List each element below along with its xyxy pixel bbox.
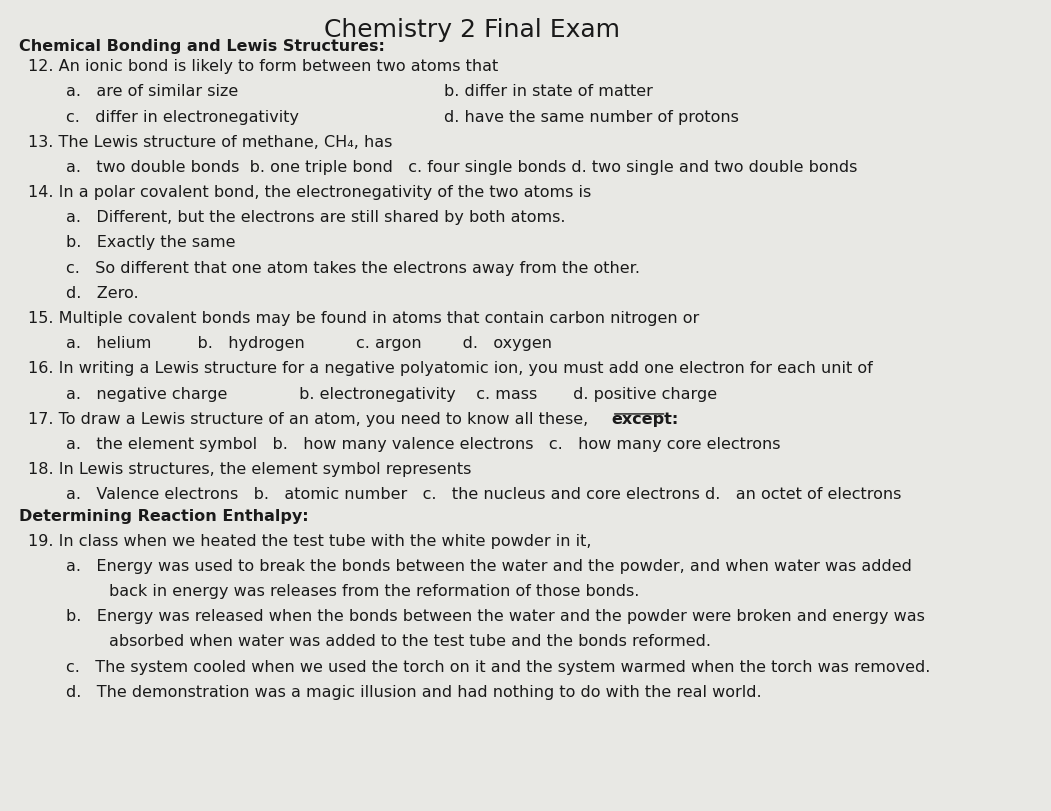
Text: d.   Zero.: d. Zero. [66, 285, 139, 300]
Text: 15. Multiple covalent bonds may be found in atoms that contain carbon nitrogen o: 15. Multiple covalent bonds may be found… [28, 311, 700, 325]
Text: Determining Reaction Enthalpy:: Determining Reaction Enthalpy: [19, 508, 309, 523]
Text: 14. In a polar covalent bond, the electronegativity of the two atoms is: 14. In a polar covalent bond, the electr… [28, 185, 592, 200]
Text: 17. To draw a Lewis structure of an atom, you need to know all these,: 17. To draw a Lewis structure of an atom… [28, 411, 594, 426]
Text: d.   The demonstration was a magic illusion and had nothing to do with the real : d. The demonstration was a magic illusio… [66, 684, 762, 699]
Text: back in energy was releases from the reformation of those bonds.: back in energy was releases from the ref… [108, 583, 639, 599]
Text: d. have the same number of protons: d. have the same number of protons [444, 109, 739, 124]
Text: b. differ in state of matter: b. differ in state of matter [444, 84, 653, 99]
Text: 19. In class when we heated the test tube with the white powder in it,: 19. In class when we heated the test tub… [28, 533, 592, 548]
Text: a.   the element symbol   b.   how many valence electrons   c.   how many core e: a. the element symbol b. how many valenc… [66, 436, 781, 451]
Text: b.   Exactly the same: b. Exactly the same [66, 235, 235, 250]
Text: except:: except: [612, 411, 679, 426]
Text: 16. In writing a Lewis structure for a negative polyatomic ion, you must add one: 16. In writing a Lewis structure for a n… [28, 361, 873, 375]
Text: a.   Energy was used to break the bonds between the water and the powder, and wh: a. Energy was used to break the bonds be… [66, 558, 912, 573]
Text: a.   Different, but the electrons are still shared by both atoms.: a. Different, but the electrons are stil… [66, 210, 565, 225]
Text: 13. The Lewis structure of methane, CH₄, has: 13. The Lewis structure of methane, CH₄,… [28, 135, 393, 149]
Text: c.   So different that one atom takes the electrons away from the other.: c. So different that one atom takes the … [66, 260, 640, 275]
Text: a.   Valence electrons   b.   atomic number   c.   the nucleus and core electron: a. Valence electrons b. atomic number c.… [66, 487, 902, 501]
Text: c.   The system cooled when we used the torch on it and the system warmed when t: c. The system cooled when we used the to… [66, 659, 930, 674]
Text: 12. An ionic bond is likely to form between two atoms that: 12. An ionic bond is likely to form betw… [28, 59, 498, 74]
Text: a.   helium         b.   hydrogen          c. argon        d.   oxygen: a. helium b. hydrogen c. argon d. oxygen [66, 336, 552, 350]
Text: 18. In Lewis structures, the element symbol represents: 18. In Lewis structures, the element sym… [28, 461, 472, 476]
Text: Chemical Bonding and Lewis Structures:: Chemical Bonding and Lewis Structures: [19, 39, 385, 54]
Text: Chemistry 2 Final Exam: Chemistry 2 Final Exam [324, 18, 620, 42]
Text: a.   negative charge              b. electronegativity    c. mass       d. posit: a. negative charge b. electronegativity … [66, 386, 717, 401]
Text: a.   are of similar size: a. are of similar size [66, 84, 239, 99]
Text: b.   Energy was released when the bonds between the water and the powder were br: b. Energy was released when the bonds be… [66, 608, 925, 624]
Text: c.   differ in electronegativity: c. differ in electronegativity [66, 109, 300, 124]
Text: a.   two double bonds  b. one triple bond   c. four single bonds d. two single a: a. two double bonds b. one triple bond c… [66, 160, 858, 174]
Text: absorbed when water was added to the test tube and the bonds reformed.: absorbed when water was added to the tes… [108, 633, 710, 649]
